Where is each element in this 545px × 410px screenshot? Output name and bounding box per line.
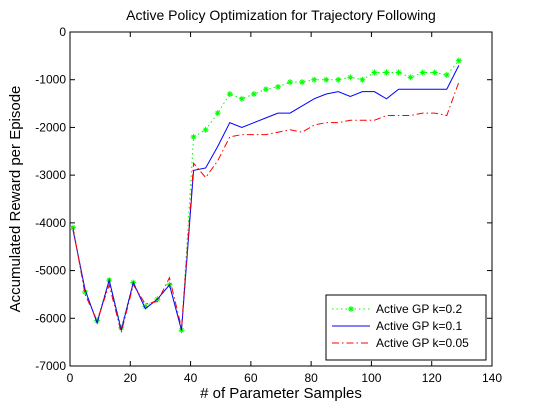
point-marker [371, 69, 378, 76]
y-tick-label: -4000 [35, 216, 66, 230]
x-axis-label: # of Parameter Samples [200, 385, 362, 402]
y-tick-label: -2000 [35, 120, 66, 134]
y-tick-label: -5000 [35, 264, 66, 278]
point-marker [118, 324, 125, 331]
y-axis-label: Accumulated Reward per Episode [7, 86, 24, 313]
y-tick-label: -6000 [35, 311, 66, 325]
point-marker [214, 110, 221, 117]
point-marker [190, 133, 197, 140]
y-tick-label: 0 [59, 25, 66, 39]
legend-label: Active GP k=0.05 [376, 336, 469, 350]
legend-box [325, 294, 487, 361]
point-marker [395, 69, 402, 76]
legend-label: Active GP k=0.1 [376, 319, 462, 333]
point-marker [383, 69, 390, 76]
point-marker [335, 76, 342, 83]
point-marker [443, 71, 450, 78]
point-marker [226, 91, 233, 98]
x-tick-label: 20 [124, 371, 138, 385]
point-marker [359, 76, 366, 83]
x-tick-label: 40 [184, 371, 198, 385]
point-marker [311, 76, 318, 83]
x-tick-label: 0 [67, 371, 74, 385]
y-tick-label: -3000 [35, 168, 66, 182]
point-marker [238, 95, 245, 102]
x-tick-label: 80 [304, 371, 318, 385]
point-marker [94, 317, 101, 324]
x-tick-label: 60 [244, 371, 258, 385]
point-marker [202, 126, 209, 133]
point-marker [250, 91, 257, 98]
series-line [72, 65, 460, 331]
legend-marker [348, 306, 354, 312]
point-marker [274, 83, 281, 90]
x-tick-label: 120 [422, 371, 442, 385]
point-marker [323, 76, 330, 83]
y-tick-label: -7000 [35, 359, 66, 373]
y-tick-label: -1000 [35, 73, 66, 87]
point-marker [299, 79, 306, 86]
legend-label: Active GP k=0.2 [376, 302, 462, 316]
x-tick-label: 100 [361, 371, 381, 385]
series-line [72, 81, 460, 333]
point-marker [419, 69, 426, 76]
point-marker [347, 74, 354, 81]
x-tick-label: 140 [482, 371, 502, 385]
point-marker [407, 74, 414, 81]
point-marker [431, 69, 438, 76]
point-marker [82, 289, 89, 296]
point-marker [455, 57, 462, 64]
point-marker [287, 79, 294, 86]
point-marker [262, 86, 269, 93]
point-marker [142, 303, 149, 310]
chart-title: Active Policy Optimization for Trajector… [126, 7, 436, 23]
